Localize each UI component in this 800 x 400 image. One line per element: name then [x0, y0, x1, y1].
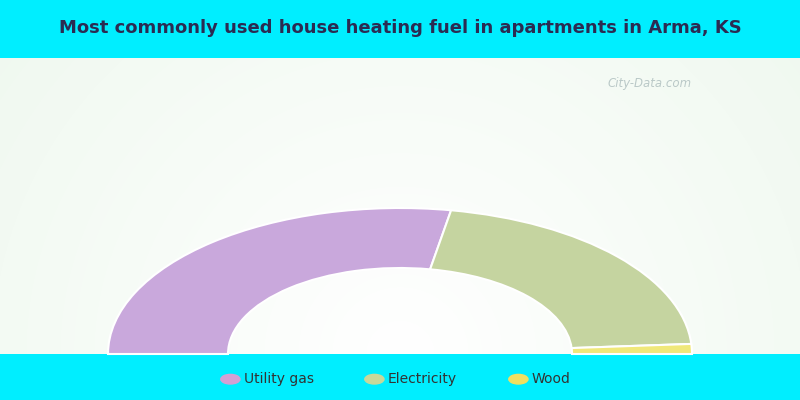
Bar — [0, 0, 800, 58]
Bar — [0, 58, 800, 354]
Bar — [0, 354, 800, 400]
Circle shape — [509, 374, 528, 384]
Wedge shape — [571, 344, 692, 354]
Text: Utility gas: Utility gas — [244, 372, 314, 386]
Text: City-Data.com: City-Data.com — [608, 78, 692, 90]
Text: Electricity: Electricity — [388, 372, 457, 386]
Wedge shape — [108, 208, 451, 354]
Wedge shape — [430, 210, 691, 348]
Text: Wood: Wood — [532, 372, 571, 386]
Text: Most commonly used house heating fuel in apartments in Arma, KS: Most commonly used house heating fuel in… — [58, 19, 742, 37]
Circle shape — [365, 374, 384, 384]
Circle shape — [221, 374, 240, 384]
